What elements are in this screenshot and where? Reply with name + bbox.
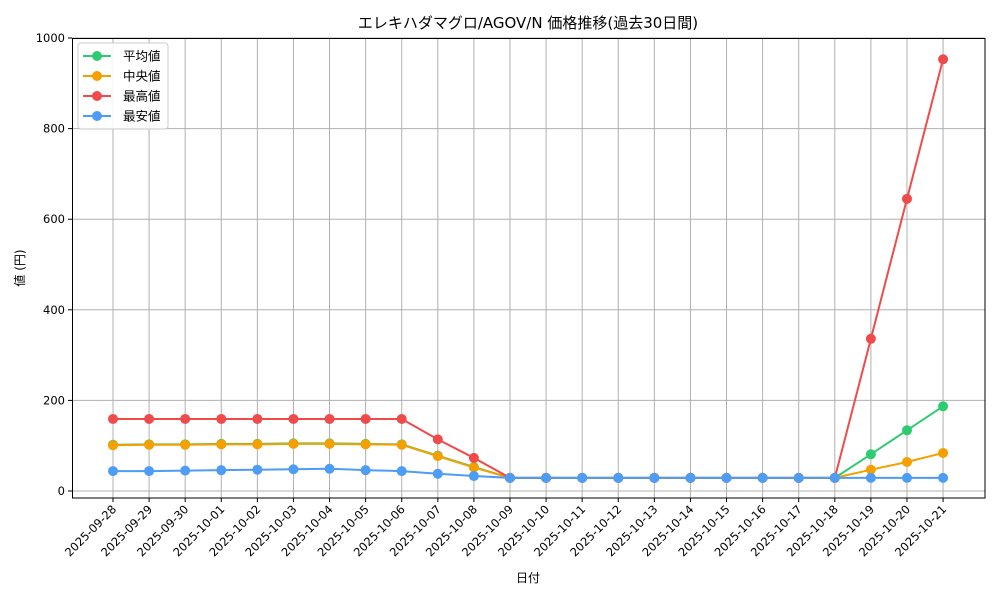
- legend-marker-icon: [92, 111, 102, 121]
- data-point: [396, 413, 407, 424]
- legend-marker-icon: [92, 91, 102, 101]
- data-point: [865, 464, 876, 475]
- data-point: [360, 465, 371, 476]
- data-point: [216, 439, 227, 450]
- data-point: [288, 438, 299, 449]
- data-point: [504, 472, 515, 483]
- data-point: [144, 439, 155, 450]
- data-point: [685, 472, 696, 483]
- data-point: [108, 440, 118, 451]
- legend-label: 平均値: [123, 49, 161, 64]
- y-tick-label: 600: [43, 212, 65, 226]
- data-point: [252, 439, 263, 450]
- series-line: [112, 442, 944, 479]
- data-point: [360, 413, 371, 424]
- legend-label: 最高値: [123, 89, 161, 104]
- data-point: [396, 439, 407, 450]
- data-point: [793, 472, 804, 483]
- data-point: [468, 471, 479, 482]
- data-point: [938, 447, 949, 458]
- data-point: [865, 333, 876, 344]
- grid-lines: [72, 37, 985, 498]
- data-point: [180, 465, 191, 476]
- data-point: [216, 413, 227, 424]
- chart-title: エレキハダマグロ/AGOV/N 価格推移(過去30日間): [358, 14, 698, 32]
- data-point: [144, 466, 155, 477]
- data-point: [144, 413, 155, 424]
- data-point: [180, 439, 191, 450]
- legend-label: 最安値: [123, 109, 161, 124]
- data-point: [541, 472, 552, 483]
- legend-item: 最高値: [83, 89, 161, 104]
- data-point: [252, 413, 263, 424]
- series-line: [113, 59, 945, 479]
- legend-label: 中央値: [123, 69, 161, 84]
- series-line: [113, 467, 944, 479]
- data-point: [901, 457, 912, 468]
- data-point: [324, 463, 335, 474]
- data-point: [865, 449, 876, 460]
- y-tick-label: 0: [58, 484, 65, 498]
- series-lines: [108, 54, 949, 483]
- series-line: [112, 405, 944, 479]
- y-tick-label: 1000: [36, 31, 65, 45]
- data-point: [613, 472, 624, 483]
- y-tick-label: 800: [43, 122, 65, 136]
- data-point: [432, 451, 443, 462]
- data-point: [324, 438, 335, 449]
- legend-item: 平均値: [83, 49, 161, 64]
- data-point: [938, 472, 949, 483]
- plot-frame: [72, 38, 986, 499]
- data-point: [432, 434, 443, 445]
- legend-box: [77, 42, 169, 130]
- data-point: [901, 472, 912, 483]
- y-tick-label: 400: [43, 303, 65, 317]
- series-2: [108, 54, 949, 483]
- y-axis-ticks: 0 200 400 600 800 1000: [36, 31, 72, 498]
- data-point: [468, 452, 479, 463]
- data-point: [468, 462, 479, 473]
- data-point: [938, 401, 949, 412]
- data-point: [252, 464, 263, 475]
- data-point: [577, 472, 588, 483]
- data-point: [432, 468, 443, 479]
- series-3: [108, 463, 949, 483]
- data-point: [108, 413, 118, 424]
- data-point: [180, 413, 191, 424]
- data-point: [396, 466, 407, 477]
- data-point: [216, 465, 227, 476]
- data-point: [108, 466, 118, 477]
- data-point: [865, 472, 876, 483]
- legend-item: 中央値: [83, 69, 161, 84]
- data-point: [288, 464, 299, 475]
- x-axis-ticks: 2025-09-282025-09-292025-09-302025-10-01…: [62, 498, 949, 559]
- legend-item: 最安値: [83, 109, 161, 124]
- data-point: [938, 54, 949, 65]
- data-point: [757, 472, 768, 483]
- series-1: [108, 438, 949, 483]
- data-point: [901, 425, 912, 436]
- x-axis-label: 日付: [516, 571, 540, 585]
- data-point: [288, 413, 299, 424]
- data-point: [324, 413, 335, 424]
- y-tick-label: 200: [43, 393, 65, 407]
- legend-marker-icon: [92, 71, 102, 81]
- y-axis-label: 値 (円): [12, 249, 27, 286]
- data-point: [360, 439, 371, 450]
- data-point: [829, 472, 840, 483]
- legend-marker-icon: [92, 51, 102, 61]
- data-point: [649, 472, 660, 483]
- data-point: [901, 193, 912, 204]
- data-point: [721, 472, 732, 483]
